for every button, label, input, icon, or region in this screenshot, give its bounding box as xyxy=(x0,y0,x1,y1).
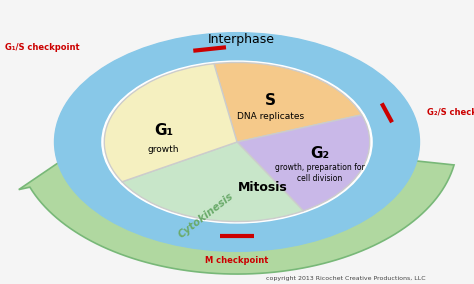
Circle shape xyxy=(55,33,419,251)
Text: growth: growth xyxy=(148,145,179,154)
Text: copyright 2013 Ricochet Creative Productions, LLC: copyright 2013 Ricochet Creative Product… xyxy=(266,276,426,281)
Wedge shape xyxy=(104,64,237,182)
Wedge shape xyxy=(237,115,370,211)
Circle shape xyxy=(102,61,372,223)
Text: G₁: G₁ xyxy=(154,123,173,138)
Wedge shape xyxy=(214,62,362,142)
Text: growth, preparation for: growth, preparation for xyxy=(275,163,365,172)
Polygon shape xyxy=(19,151,454,274)
Text: DNA replicates: DNA replicates xyxy=(237,112,304,121)
Text: G₁/S checkpoint: G₁/S checkpoint xyxy=(5,43,79,52)
Wedge shape xyxy=(122,142,303,222)
Text: G₂/S checkpoint: G₂/S checkpoint xyxy=(427,108,474,117)
Text: M checkpoint: M checkpoint xyxy=(205,256,269,265)
Text: cell division: cell division xyxy=(297,174,343,183)
Text: Cytokinesis: Cytokinesis xyxy=(177,191,236,240)
Text: G₂: G₂ xyxy=(310,146,329,161)
Text: Mitosis: Mitosis xyxy=(238,181,288,194)
Text: S: S xyxy=(264,93,276,108)
Text: Interphase: Interphase xyxy=(208,33,275,46)
